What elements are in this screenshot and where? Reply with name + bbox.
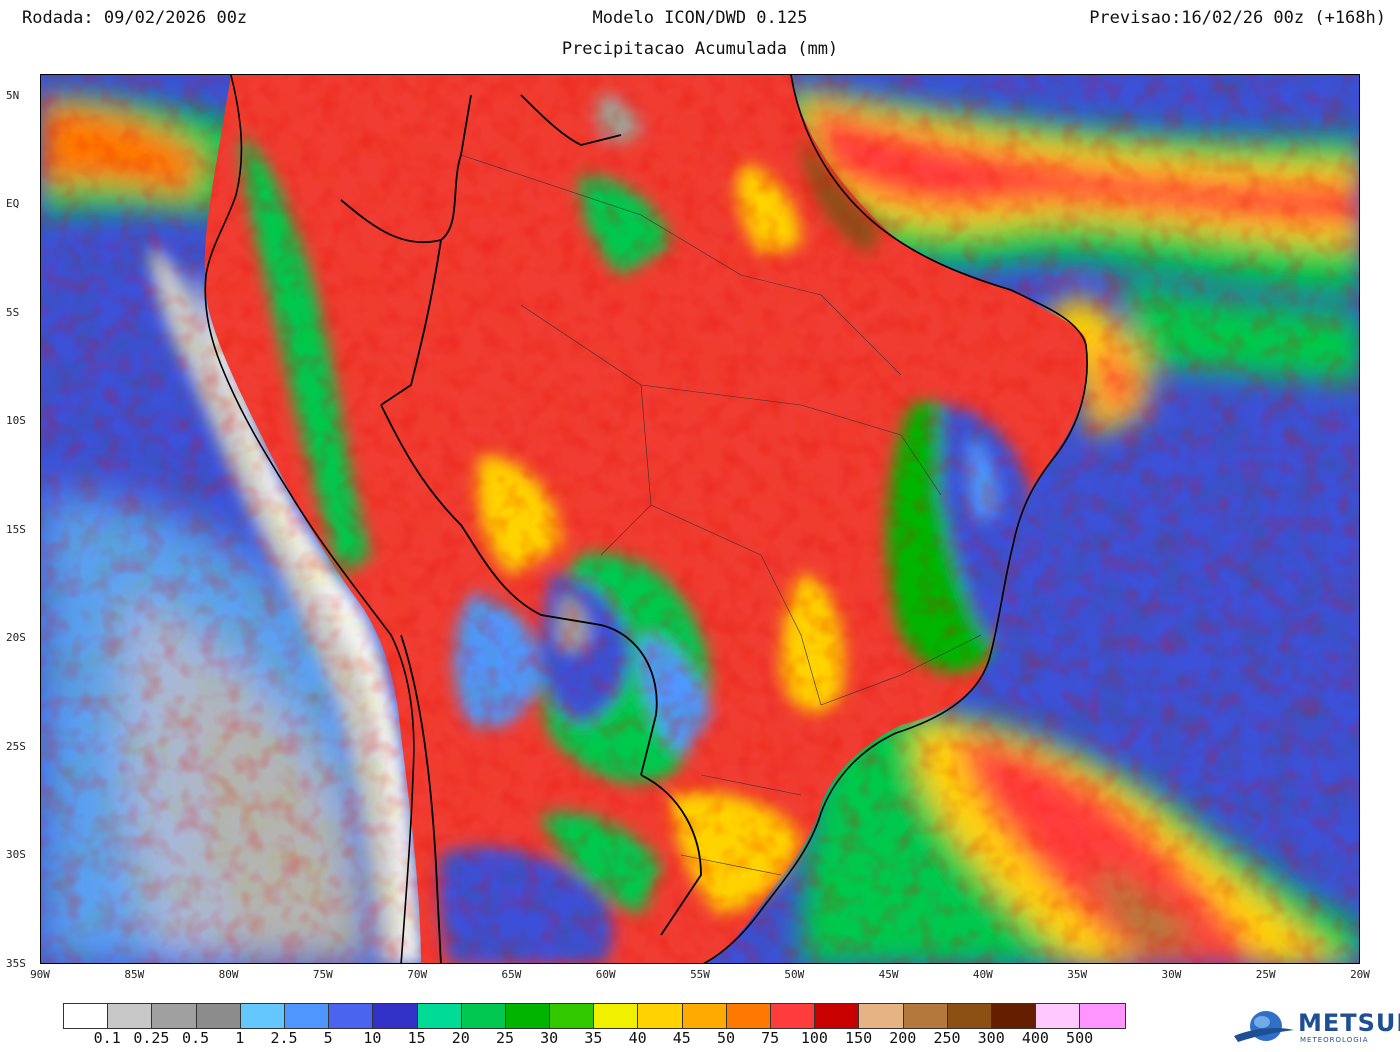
colorbar-label: 1 [235, 1029, 245, 1047]
field-subtitle: Precipitacao Acumulada (mm) [561, 39, 839, 59]
colorbar-swatch [991, 1004, 1037, 1028]
colorbar-label: 35 [584, 1029, 603, 1047]
colorbar-label: 40 [628, 1029, 647, 1047]
colorbar-swatch [815, 1004, 860, 1028]
colorbar-swatch [903, 1004, 948, 1028]
colorbar-swatch [373, 1004, 418, 1028]
lon-tick-label: 60W [595, 968, 616, 981]
state-borders [460, 154, 982, 876]
lon-tick-label: 85W [124, 968, 145, 981]
lat-tick-label: 25S [6, 739, 26, 753]
colorbar-swatch [108, 1004, 153, 1028]
colorbar-swatch [505, 1004, 551, 1028]
lat-tick-label: EQ [6, 197, 20, 211]
colorbar-swatch [196, 1004, 241, 1028]
colorbar-swatch [947, 1004, 992, 1028]
precipitation-map [40, 74, 1360, 964]
colorbar-label: 45 [672, 1029, 691, 1047]
colorbar-label: 0.5 [182, 1029, 210, 1047]
colorbar-swatch [461, 1004, 506, 1028]
model-title: Modelo ICON/DWD 0.125 [592, 8, 808, 28]
coastline [204, 75, 1088, 963]
colorbar-swatch [638, 1004, 683, 1028]
colorbar-label: 500 [1066, 1029, 1094, 1047]
colorbar-swatch [1080, 1004, 1125, 1028]
colorbar-swatch [64, 1004, 109, 1028]
colorbar-label: 200 [889, 1029, 917, 1047]
lon-tick-label: 25W [1255, 968, 1276, 981]
colorbar-swatch [550, 1004, 595, 1028]
lon-tick-label: 45W [878, 968, 899, 981]
colorbar-swatch [1036, 1004, 1081, 1028]
logo-tagline: METEOROLOGIA [1300, 1036, 1369, 1044]
colorbar-swatch [594, 1004, 639, 1028]
colorbar-label: 0.25 [133, 1029, 170, 1047]
lon-tick-label: 90W [30, 968, 50, 981]
forecast-time-label: Previsao:16/02/26 00z (+168h) [1089, 8, 1386, 28]
colorbar-label: 150 [845, 1029, 873, 1047]
lon-tick-label: 20W [1350, 968, 1370, 981]
lon-tick-label: 70W [407, 968, 428, 981]
colorbar [63, 1003, 1126, 1029]
colorbar-label: 20 [451, 1029, 470, 1047]
colorbar-swatch [284, 1004, 330, 1028]
lat-tick-label: 30S [6, 848, 26, 862]
lat-tick-label: 5S [6, 305, 20, 319]
colorbar-swatch [417, 1004, 462, 1028]
colorbar-label: 2.5 [270, 1029, 298, 1047]
colorbar-swatch [726, 1004, 771, 1028]
colorbar-label: 15 [407, 1029, 426, 1047]
colorbar-swatch [240, 1004, 285, 1028]
lon-tick-label: 30W [1161, 968, 1182, 981]
lat-tick-label: 15S [6, 522, 26, 536]
lat-tick-label: 5N [6, 88, 20, 102]
lon-tick-label: 55W [690, 968, 710, 981]
colorbar-label: 50 [716, 1029, 736, 1047]
colorbar-swatch [771, 1004, 816, 1028]
borders [204, 75, 1088, 963]
lon-tick-label: 80W [218, 968, 239, 981]
colorbar-swatch [152, 1004, 197, 1028]
logo-name: METSUL [1298, 1009, 1400, 1037]
colorbar-label: 10 [363, 1029, 382, 1047]
colorbar-label: 0.1 [93, 1029, 121, 1047]
lon-tick-label: 75W [312, 968, 333, 981]
lon-tick-label: 40W [972, 968, 993, 981]
lon-tick-label: 50W [784, 968, 805, 981]
lon-tick-label: 35W [1067, 968, 1088, 981]
colorbar-label: 75 [761, 1029, 780, 1047]
colorbar-label: 300 [977, 1029, 1005, 1047]
lon-tick-label: 65W [501, 968, 522, 981]
run-time-label: Rodada: 09/02/2026 00z [22, 8, 248, 28]
metsul-logo: METSUL METEOROLOGIA [1232, 1008, 1400, 1052]
colorbar-label: 400 [1021, 1029, 1049, 1047]
colorbar-label: 30 [540, 1029, 559, 1047]
lat-tick-label: 20S [6, 631, 26, 645]
lat-tick-label: 35S [6, 957, 26, 970]
land-noise-dark [41, 75, 1359, 963]
country-borders [340, 94, 702, 963]
colorbar-swatch [859, 1004, 904, 1028]
colorbar-label: 250 [933, 1029, 961, 1047]
colorbar-swatch [682, 1004, 727, 1028]
lat-tick-label: 10S [6, 414, 26, 428]
globe-icon [1234, 1011, 1294, 1042]
colorbar-label: 100 [800, 1029, 828, 1047]
colorbar-label: 5 [323, 1029, 333, 1047]
colorbar-label: 25 [495, 1029, 515, 1047]
colorbar-swatch [329, 1004, 374, 1028]
